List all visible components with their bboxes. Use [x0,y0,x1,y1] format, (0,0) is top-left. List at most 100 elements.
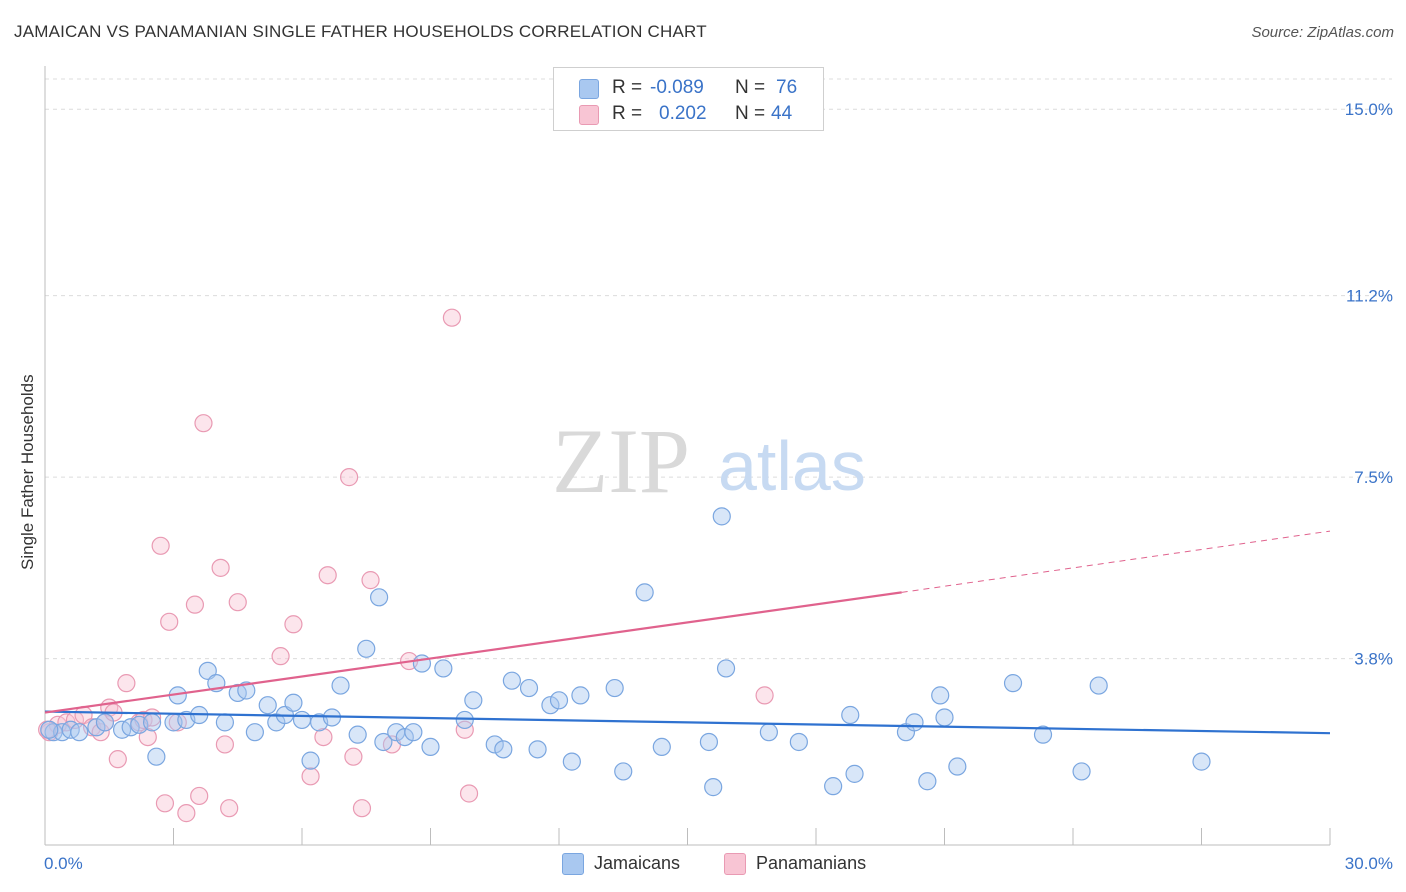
jamaican-point [412,654,432,673]
correlation-legend: R = -0.089 N = 76 R = 0.202 N = 44 [553,67,824,131]
jamaican-point [421,737,440,756]
panamanian-point [455,720,474,739]
panamanian-point [352,799,372,818]
chart-title: JAMAICAN VS PANAMANIAN SINGLE FATHER HOU… [14,22,707,41]
panamanian-point [215,735,234,754]
y-axis-label: Single Father Households [18,374,37,570]
jamaican-point [87,718,106,737]
x-tick-label: 30.0% [1345,854,1393,873]
panamanian-point [220,799,239,818]
panamanian-point [155,794,175,813]
panamanian-point [138,727,157,747]
legend-r-value: -0.089 [650,77,704,98]
panamanian-point [108,750,127,769]
legend-r-label: R = [612,103,643,124]
jamaican-point [652,737,671,756]
jamaican-point [571,686,590,705]
panamanian-point [361,571,380,590]
panamanian-point [340,468,359,487]
jamaican-point [245,723,264,742]
jamaican-point [455,710,474,730]
jamaican-point [1003,674,1023,693]
jamaican-point [841,705,860,725]
bottom-legend-swatch-panamanians [724,853,746,875]
legend-swatch-jamaicans [579,79,599,99]
jamaican-point [562,752,581,771]
jamaican-point [494,740,513,759]
jamaican-point [331,676,350,695]
jamaican-point [1192,752,1211,771]
legend-swatch-panamanians [579,105,599,125]
jamaican-point [905,713,924,732]
y-tick-label: 3.8% [1354,650,1393,669]
legend-n-value: 44 [771,103,793,124]
jamaican-point [549,691,569,710]
jamaican-trend-line [44,710,1331,735]
panamanian-point [177,804,196,823]
jamaican-point [759,723,778,742]
panamanian-point [344,747,363,766]
jamaican-point [605,678,624,698]
jamaican-point [258,696,277,715]
panamanian-point [117,674,136,693]
legend-n-label: N = [735,103,766,124]
jamaican-point [395,727,414,747]
jamaican-point [348,725,367,744]
jamaican-point [70,723,89,742]
jamaican-point [845,764,864,783]
jamaican-point [237,681,256,700]
panamanian-point [284,615,303,634]
watermark: ZIP atlas [552,410,866,512]
legend-n-label: N = [735,77,766,98]
jamaican-point [284,693,303,712]
jamaican-point [1072,762,1091,781]
panamanian-point [459,784,479,803]
panamanian-point [190,786,209,806]
jamaican-point [301,751,320,770]
watermark-atlas: atlas [718,427,866,505]
panamanian-point [151,536,170,555]
bottom-legend-label-jamaicans: Jamaicans [594,853,681,873]
y-tick-label: 11.2% [1346,287,1393,306]
jamaican-point [614,762,633,781]
panamanian-trend-line [44,591,902,714]
bottom-legend-swatch-jamaicans [562,853,584,875]
jamaican-point [528,740,547,759]
panamanian-trend-extension [901,530,1331,593]
jamaican-point [1089,676,1108,695]
panamanian-point [211,558,230,577]
panamanian-point [194,414,213,433]
jamaican-point [931,686,950,705]
tick-labels: 3.8% 7.5% 11.2% 15.0% 0.0% 30.0% [44,100,1393,873]
jamaican-point [789,732,808,752]
legend-r-label: R = [612,77,643,98]
jamaican-point [935,708,954,727]
panamanian-point [160,612,179,631]
jamaican-point [374,732,393,752]
watermark-zip: ZIP [552,410,690,512]
jamaican-point [198,661,217,680]
jamaican-point [635,583,654,602]
legend-n-value: 76 [776,77,798,98]
trend-lines [44,530,1331,735]
legend-r-value: 0.202 [659,103,707,124]
jamaican-point [95,713,115,732]
jamaican-point [519,678,539,698]
jamaican-point [712,507,731,526]
jamaican-point [918,772,937,791]
jamaican-point [948,757,967,776]
jamaican-point [716,659,736,678]
panamanian-point [301,767,320,786]
data-points [38,308,1211,823]
panamanian-point [271,647,290,666]
jamaican-point [502,671,521,690]
jamaican-point [824,777,843,796]
jamaican-point [142,713,162,732]
source-label: Source: ZipAtlas.com [1251,24,1394,41]
jamaican-point [464,691,483,710]
x-tick-label: 0.0% [44,854,83,873]
panamanian-point [314,727,333,747]
jamaican-point [699,732,719,752]
jamaican-point [404,723,423,742]
